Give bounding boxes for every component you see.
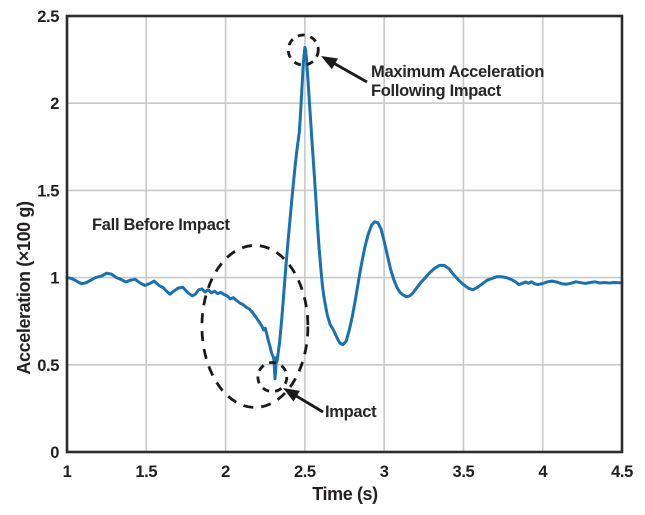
max-acceleration-label-line2: Following Impact (371, 82, 501, 100)
impact-label: Impact (325, 403, 377, 421)
plot-frame (65, 14, 624, 454)
max-accel-arrow (330, 60, 368, 84)
impact-arrow-head (283, 388, 300, 402)
x-tick-label: 4 (538, 463, 548, 481)
max-acceleration-label: Maximum Acceleration Following Impact (371, 63, 544, 101)
x-tick-label: 4.5 (611, 463, 633, 481)
max-acceleration-label-line1: Maximum Acceleration (371, 63, 545, 81)
peak-dashed-circle (286, 33, 320, 67)
y-tick-label: 1 (50, 270, 59, 288)
x-tick-label: 1.5 (135, 463, 157, 481)
y-axis-title: Acceleration (×100 g) (14, 201, 34, 375)
x-tick-label: 2 (221, 463, 230, 481)
impact-arrow (292, 392, 324, 414)
x-tick-label: 1 (63, 463, 72, 481)
x-tick-label: 3.5 (453, 463, 475, 481)
x-tick-label: 2.5 (294, 463, 316, 481)
fall-before-impact-label: Fall Before Impact (92, 216, 230, 234)
y-tick-label: 2.5 (37, 8, 59, 26)
y-tick-label: 2 (50, 95, 59, 113)
y-tick-label: 0.5 (37, 357, 59, 375)
y-tick-label: 1.5 (37, 182, 59, 200)
max-accel-arrow-head (321, 56, 338, 70)
fall-dashed-ellipse (200, 244, 310, 409)
x-tick-label: 3 (380, 463, 389, 481)
impact-dashed-circle (256, 361, 289, 393)
y-tick-label: 0 (50, 444, 59, 462)
x-axis-title: Time (s) (312, 484, 378, 504)
acceleration-line (65, 45, 624, 381)
